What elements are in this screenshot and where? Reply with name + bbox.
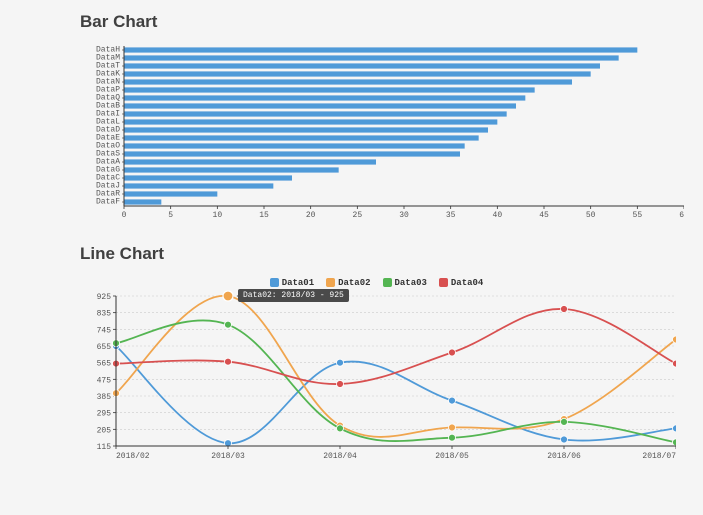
bar-y-label: DataF (96, 198, 120, 207)
bar-x-tick-label: 35 (446, 211, 456, 220)
line-marker[interactable] (225, 358, 232, 365)
legend-swatch (439, 278, 448, 287)
bar[interactable] (124, 127, 488, 132)
line-x-tick-label: 2018/04 (323, 452, 357, 461)
line-x-tick-label: 2018/02 (116, 452, 150, 461)
bar[interactable] (124, 183, 273, 188)
bar[interactable] (124, 159, 376, 164)
legend-item[interactable]: Data02 (326, 278, 370, 288)
bar[interactable] (124, 47, 637, 52)
bar[interactable] (124, 191, 217, 196)
line-marker-active[interactable] (223, 291, 233, 301)
bar-x-tick-label: 40 (493, 211, 503, 220)
bar[interactable] (124, 151, 460, 156)
line-x-tick-label: 2018/05 (435, 452, 469, 461)
bar-chart-title: Bar Chart (80, 12, 673, 32)
line-marker[interactable] (449, 349, 456, 356)
line-marker[interactable] (337, 381, 344, 388)
line-y-tick-label: 115 (97, 443, 112, 452)
bar[interactable] (124, 111, 507, 116)
line-chart-block: Line Chart Data01 Data02 Data03 Data04 115 2… (80, 244, 673, 464)
bar[interactable] (124, 79, 572, 84)
line-x-tick-label: 2018/03 (211, 452, 245, 461)
bar[interactable] (124, 95, 525, 100)
legend-swatch (270, 278, 279, 287)
line-marker[interactable] (673, 425, 677, 432)
bar-x-tick-label: 45 (539, 211, 549, 220)
line-marker[interactable] (449, 424, 456, 431)
line-y-tick-label: 655 (97, 343, 112, 352)
bar[interactable] (124, 103, 516, 108)
legend-label: Data03 (395, 278, 427, 288)
bar-x-tick-label: 50 (586, 211, 596, 220)
line-chart-svg[interactable]: 115 205 295 385 475 565 655 745 835 925 2018/02 201… (80, 290, 676, 464)
bar-x-tick-label: 5 (168, 211, 173, 220)
bar[interactable] (124, 175, 292, 180)
legend-swatch (383, 278, 392, 287)
legend-swatch (326, 278, 335, 287)
line-marker[interactable] (337, 425, 344, 432)
legend-item[interactable]: Data04 (439, 278, 483, 288)
line-marker[interactable] (449, 397, 456, 404)
line-y-tick-label: 385 (97, 393, 112, 402)
bar[interactable] (124, 135, 479, 140)
line-chart-legend: Data01 Data02 Data03 Data04 (80, 274, 673, 290)
bar[interactable] (124, 87, 535, 92)
bar-x-tick-label: 55 (633, 211, 643, 220)
bar-x-tick-label: 20 (306, 211, 316, 220)
line-y-tick-label: 475 (97, 376, 112, 385)
line-chart-area: 115 205 295 385 475 565 655 745 835 925 2018/02 201… (80, 290, 673, 464)
line-y-tick-label: 925 (97, 293, 112, 302)
line-y-tick-label: 565 (97, 360, 112, 369)
bar-x-tick-label: 10 (213, 211, 223, 220)
legend-label: Data02 (338, 278, 370, 288)
bar-x-tick-label: 60 (679, 211, 684, 220)
legend-item[interactable]: Data01 (270, 278, 314, 288)
bar-x-tick-label: 15 (259, 211, 269, 220)
legend-label: Data01 (282, 278, 314, 288)
bar[interactable] (124, 63, 600, 68)
bar-chart-svg[interactable]: DataHDataMDataTDataKDataNDataPDataQDataB… (80, 42, 684, 220)
line-marker[interactable] (337, 359, 344, 366)
line-y-tick-label: 205 (97, 426, 112, 435)
legend-item[interactable]: Data03 (383, 278, 427, 288)
bar[interactable] (124, 143, 465, 148)
line-y-tick-label: 295 (97, 410, 112, 419)
line-marker[interactable] (561, 418, 568, 425)
bar[interactable] (124, 55, 619, 60)
line-x-tick-label: 2018/07 (642, 452, 676, 461)
bar[interactable] (124, 199, 161, 204)
line-marker[interactable] (673, 439, 677, 446)
line-series[interactable] (116, 296, 676, 437)
line-y-tick-label: 835 (97, 310, 112, 319)
bar-x-tick-label: 0 (122, 211, 127, 220)
line-marker[interactable] (673, 360, 677, 367)
bar-chart-area: DataHDataMDataTDataKDataNDataPDataQDataB… (80, 42, 673, 220)
bar-chart-block: Bar Chart DataHDataMDataTDataKDataNDataP… (80, 12, 673, 220)
line-marker[interactable] (561, 436, 568, 443)
line-marker[interactable] (673, 336, 677, 343)
line-marker[interactable] (561, 306, 568, 313)
line-series[interactable] (116, 320, 676, 442)
line-y-tick-label: 745 (97, 326, 112, 335)
line-marker[interactable] (449, 434, 456, 441)
bar[interactable] (124, 119, 497, 124)
bar[interactable] (124, 167, 339, 172)
line-chart-title: Line Chart (80, 244, 673, 264)
bar-x-tick-label: 30 (399, 211, 409, 220)
line-marker[interactable] (225, 321, 232, 328)
bar-x-tick-label: 25 (353, 211, 363, 220)
line-x-tick-label: 2018/06 (547, 452, 581, 461)
bar[interactable] (124, 71, 591, 76)
legend-label: Data04 (451, 278, 483, 288)
